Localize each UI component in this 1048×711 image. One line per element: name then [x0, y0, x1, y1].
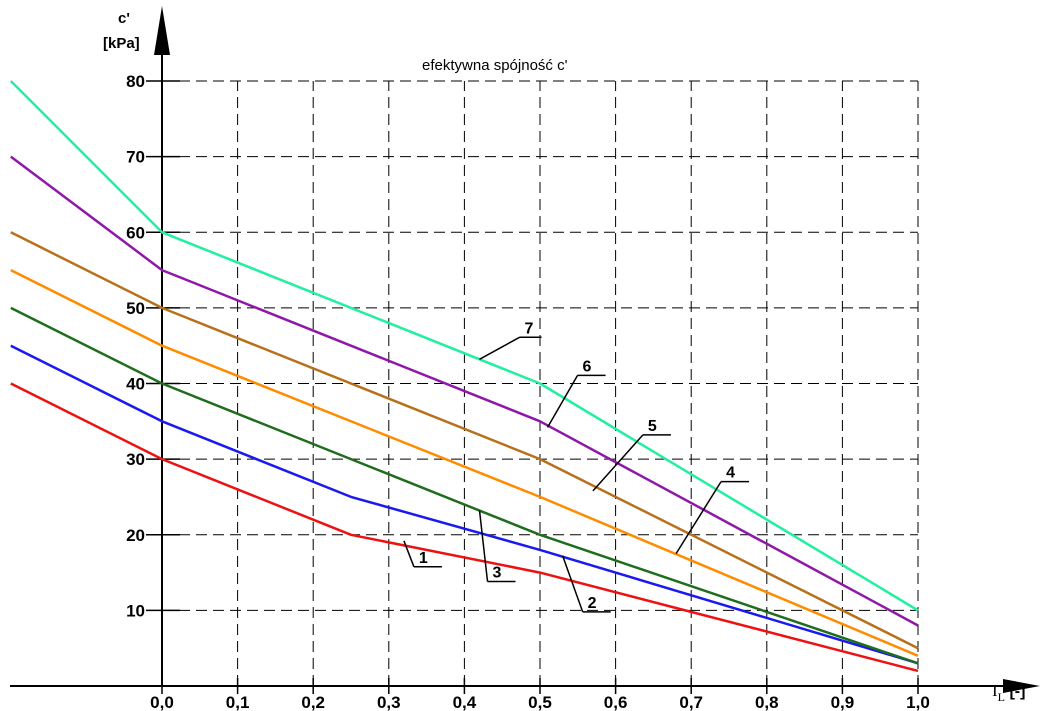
x-axis-label-main: I: [992, 681, 998, 700]
x-axis-label: IL [-]: [992, 681, 1025, 704]
series-label-6: 6: [583, 358, 592, 375]
x-axis-label-unit: [-]: [1005, 683, 1025, 700]
y-tick-label: 80: [126, 72, 145, 91]
x-tick-label: 0,5: [528, 693, 552, 711]
series-label-4: 4: [726, 465, 735, 482]
series-line-3: [10, 306, 919, 665]
x-tick-label: 0,3: [377, 693, 401, 711]
y-tick-label: 20: [126, 526, 145, 545]
y-tick-label: 40: [126, 375, 145, 394]
y-axis-arrow: [154, 6, 170, 55]
series-label-7: 7: [525, 320, 534, 337]
chart-title: efektywna spójność c': [422, 57, 568, 74]
x-tick-label: 0,0: [150, 693, 174, 711]
leader-line-2: [561, 555, 584, 613]
x-tick-label: 0,4: [453, 693, 477, 711]
series-line-6: [10, 155, 919, 627]
x-axis-label-sub: L: [998, 690, 1005, 704]
series: [9, 80, 919, 673]
x-tick-label: 0,2: [301, 693, 325, 711]
series-label-1: 1: [419, 550, 428, 567]
y-axis-label-symbol: c': [118, 10, 130, 27]
axes: [10, 6, 1040, 693]
ticks: 10 20 30 40 50 60 70 80 0,0 0,1 0,2 0,3 0,4 0,5 0,6 0,7…: [126, 72, 930, 711]
y-tick-label: 70: [126, 148, 145, 167]
y-tick-label: 60: [126, 223, 145, 242]
x-tick-label: 0,9: [831, 693, 855, 711]
x-tick-label: 0,6: [604, 693, 628, 711]
x-tick-label: 0,7: [679, 693, 703, 711]
x-tick-label: 1,0: [906, 693, 930, 711]
series-label-2: 2: [588, 595, 597, 612]
leader-line-4: [675, 481, 722, 555]
series-label-5: 5: [648, 418, 657, 435]
x-tick-label: 0,8: [755, 693, 779, 711]
x-axis-arrow: [1003, 679, 1040, 693]
leader-line-3: [478, 510, 489, 582]
series-labels: 1 2 3 4 5 6 7: [403, 320, 750, 613]
series-line-4: [10, 268, 919, 657]
series-line-5: [10, 231, 919, 650]
series-line-1: [10, 382, 919, 673]
series-line-7: [9, 80, 919, 612]
y-tick-label: 10: [126, 601, 145, 620]
y-tick-label: 30: [126, 450, 145, 469]
leader-line-6: [546, 374, 579, 428]
y-axis-label-unit: [kPa]: [103, 35, 140, 52]
series-line-2: [10, 344, 919, 665]
series-label-3: 3: [493, 565, 502, 582]
leader-line-1: [403, 540, 415, 568]
leader-line-7: [479, 336, 520, 360]
y-tick-label: 50: [126, 299, 145, 318]
x-tick-label: 0,1: [226, 693, 250, 711]
leader-line-5: [592, 434, 644, 492]
